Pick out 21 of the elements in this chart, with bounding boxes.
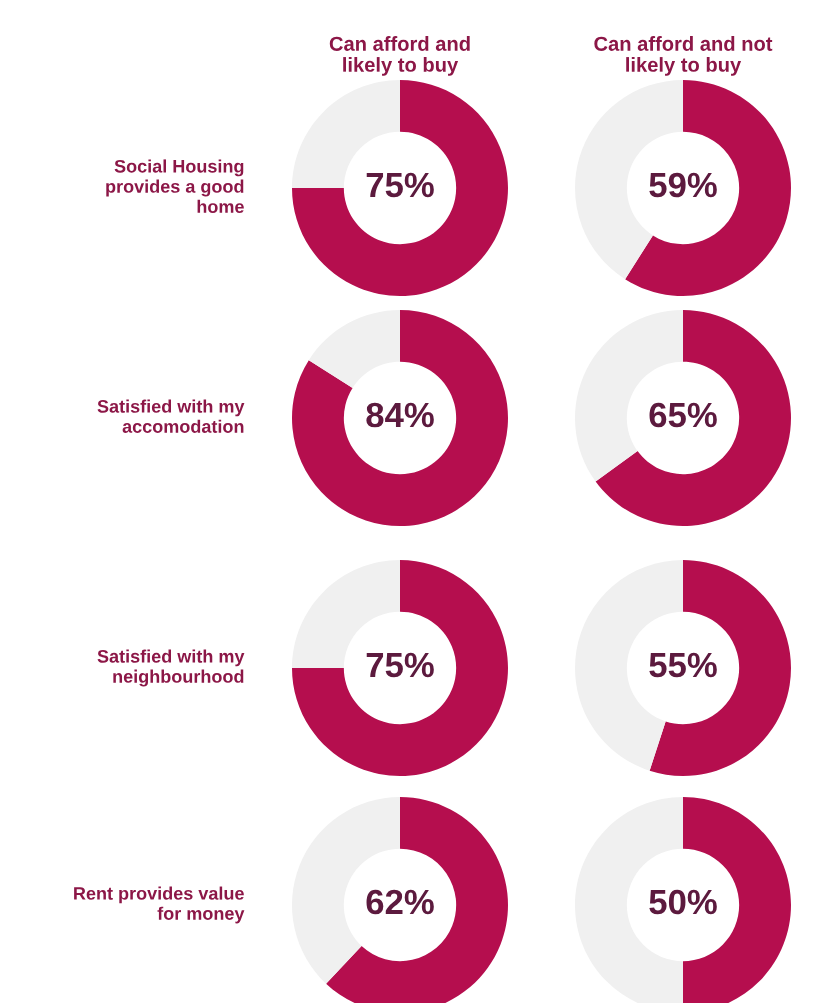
text: Rent provides value for money — [74, 886, 245, 924]
data-label: 75% — [366, 172, 434, 198]
data-label: 75% — [366, 652, 434, 678]
data-label: 62% — [366, 889, 434, 915]
text: Satisfied with my accomodation — [97, 399, 245, 433]
donut-slice — [625, 80, 791, 296]
donut-slice — [292, 560, 508, 776]
donut-slice — [292, 310, 508, 526]
text: Social Housing provides a good home — [106, 159, 244, 214]
chart-title: Can afford and likely to buy — [329, 36, 470, 76]
data-label: 55% — [649, 652, 717, 678]
chart-title: Can afford and not likely to buy — [594, 36, 773, 76]
donut-slice — [649, 560, 791, 776]
data-label: 84% — [366, 402, 434, 428]
data-label: 50% — [649, 889, 717, 915]
data-label: 59% — [649, 172, 717, 198]
text: Satisfied with my neighbourhood — [97, 649, 245, 687]
donut-slice — [292, 80, 508, 296]
data-label: 65% — [649, 402, 717, 428]
donut-slice — [595, 310, 791, 526]
donut-slice — [308, 310, 400, 388]
